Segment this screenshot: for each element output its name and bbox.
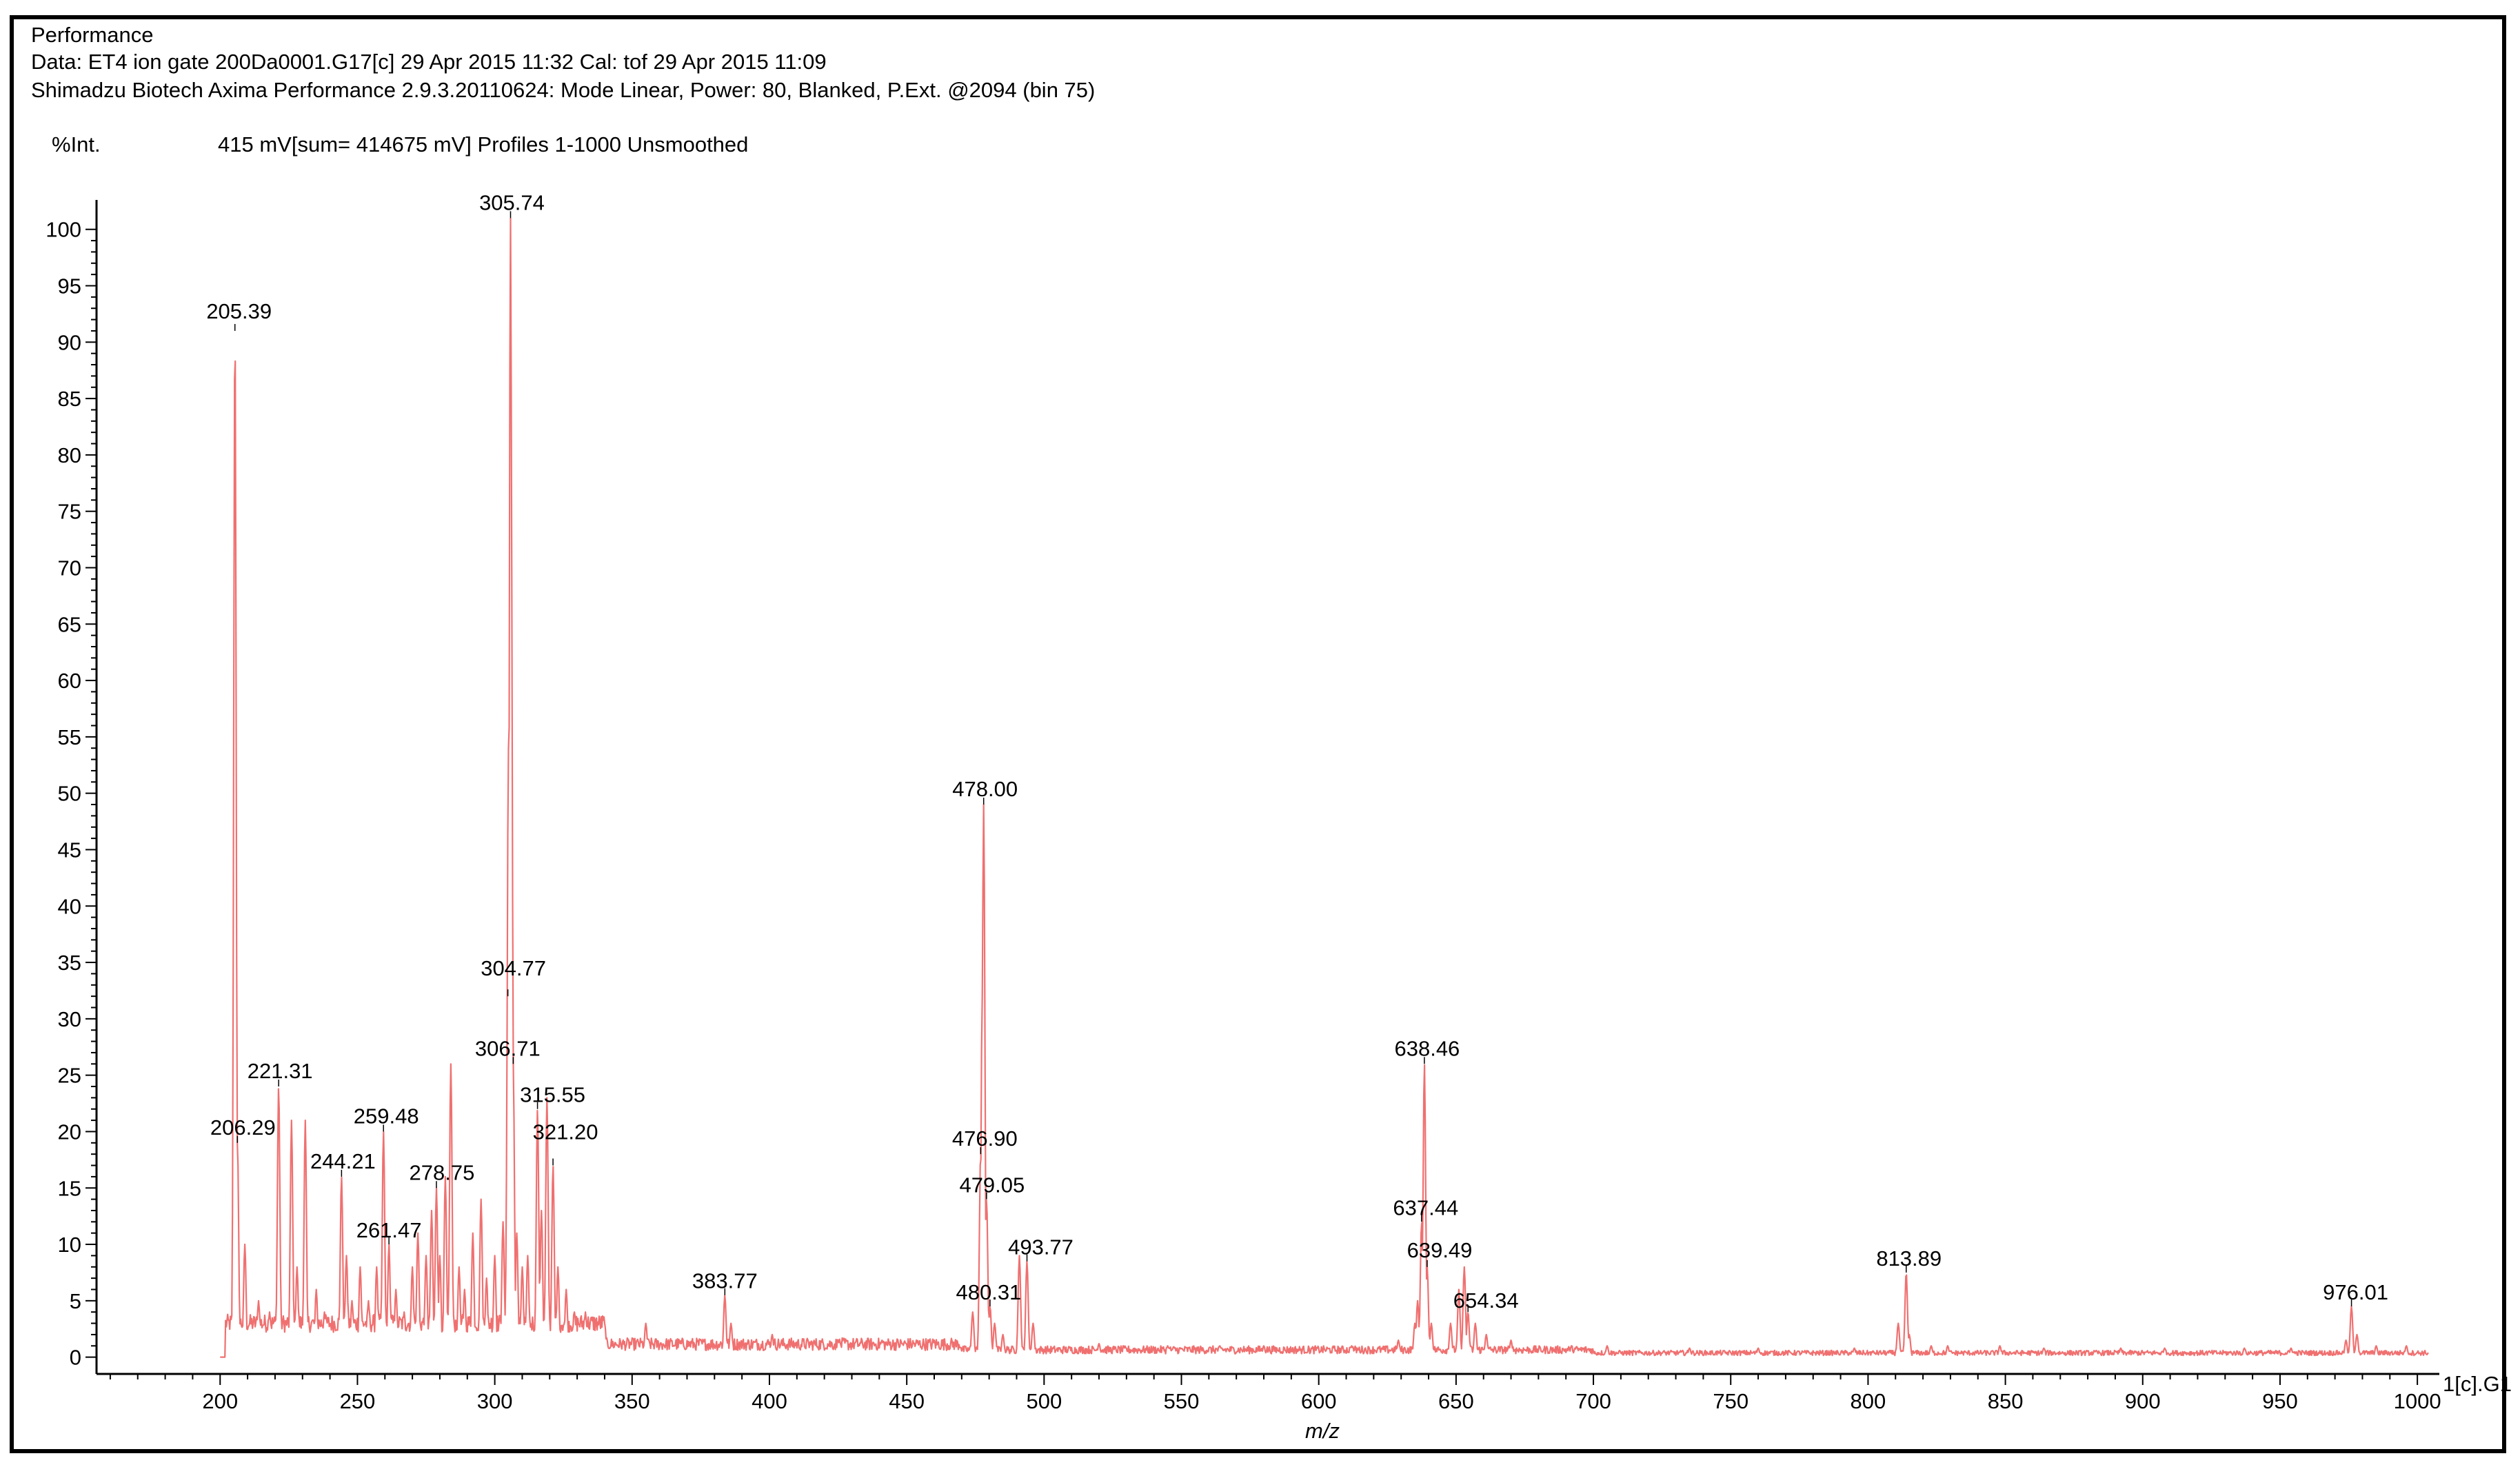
peak-label: 306.71 <box>475 1036 541 1060</box>
peak-label: 637.44 <box>1393 1195 1458 1220</box>
peak-label: 476.90 <box>952 1126 1018 1151</box>
y-tick-label: 95 <box>58 274 81 299</box>
y-tick-label: 45 <box>58 838 81 862</box>
x-tick-label: 700 <box>1575 1389 1611 1413</box>
peak-label: 315.55 <box>520 1083 585 1107</box>
peak-label: 478.00 <box>952 777 1018 801</box>
x-tick-label: 550 <box>1164 1389 1200 1413</box>
x-tick-label: 950 <box>2262 1389 2298 1413</box>
y-tick-label: 85 <box>58 387 81 411</box>
y-tick-label: 80 <box>58 443 81 467</box>
y-tick-label: 55 <box>58 725 81 749</box>
x-tick-label: 900 <box>2125 1389 2161 1413</box>
spectrum-trace-layer <box>220 217 2429 1358</box>
peak-label: 813.89 <box>1876 1246 1942 1271</box>
peak-label: 304.77 <box>481 956 546 980</box>
peak-label: 638.46 <box>1394 1036 1460 1060</box>
peak-label: 639.49 <box>1407 1238 1473 1262</box>
x-tick-label: 300 <box>477 1389 513 1413</box>
y-tick-label: 65 <box>58 612 81 636</box>
y-tick-label: 35 <box>58 951 81 975</box>
y-tick-label: 15 <box>58 1176 81 1200</box>
y-tick-label: 40 <box>58 894 81 918</box>
y-tick-label: 90 <box>58 330 81 354</box>
axes-layer: 0 5 10 15 20 25 30 35 40 45 50 55 60 65 70 75 80 85 90 95 10… <box>46 200 2441 1413</box>
y-axis-unit: %Int. <box>52 132 101 156</box>
peak-label: 244.21 <box>310 1149 376 1173</box>
peak-labels-layer: 205.39 206.29 221.31 244.21 259.48 261.47 278.… <box>206 190 2388 1313</box>
instrument-info-line: Shimadzu Biotech Axima Performance 2.9.3… <box>31 78 1096 102</box>
y-tick-label: 10 <box>58 1233 81 1257</box>
peak-label: 479.05 <box>959 1173 1025 1197</box>
trace-end-label: 1[c].G1 <box>2443 1372 2512 1396</box>
y-tick-label: 70 <box>58 556 81 580</box>
x-tick-label: 600 <box>1301 1389 1337 1413</box>
peak-label: 278.75 <box>410 1160 475 1184</box>
peak-label: 493.77 <box>1008 1235 1073 1259</box>
x-axis-label: m/z <box>1305 1419 1340 1443</box>
acquisition-summary: 415 mV[sum= 414675 mV] Profiles 1-1000 U… <box>218 132 749 156</box>
peak-label: 206.29 <box>210 1115 276 1140</box>
y-tick-label: 100 <box>46 218 81 242</box>
peak-label: 480.31 <box>956 1280 1021 1304</box>
peak-label: 261.47 <box>356 1218 422 1242</box>
x-tick-label: 250 <box>340 1389 376 1413</box>
x-tick-label: 400 <box>752 1389 787 1413</box>
peak-label: 205.39 <box>206 299 272 323</box>
peak-label: 976.01 <box>2323 1280 2388 1304</box>
peak-label: 321.20 <box>533 1120 598 1144</box>
x-tick-label: 800 <box>1851 1389 1886 1413</box>
peak-label: 221.31 <box>248 1059 313 1083</box>
y-tick-label: 25 <box>58 1064 81 1088</box>
peak-label: 305.74 <box>479 190 545 214</box>
peak-label: 259.48 <box>354 1104 419 1128</box>
y-tick-label: 75 <box>58 500 81 524</box>
peak-label: 654.34 <box>1453 1288 1519 1313</box>
x-tick-label: 850 <box>1988 1389 2024 1413</box>
report-title: Performance <box>31 23 154 47</box>
plot-frame <box>10 15 2506 1453</box>
x-tick-label: 500 <box>1026 1389 1062 1413</box>
y-tick-label: 20 <box>58 1120 81 1144</box>
x-tick-label: 750 <box>1713 1389 1748 1413</box>
spectrum-trace <box>220 217 2429 1358</box>
y-tick-label: 0 <box>70 1346 81 1370</box>
peak-label: 383.77 <box>692 1269 758 1293</box>
y-tick-label: 30 <box>58 1007 81 1031</box>
data-info-line: Data: ET4 ion gate 200Da0001.G17[c] 29 A… <box>31 50 827 74</box>
x-tick-label: 450 <box>889 1389 925 1413</box>
x-tick-label: 200 <box>202 1389 238 1413</box>
x-tick-label: 650 <box>1438 1389 1474 1413</box>
y-tick-label: 50 <box>58 782 81 806</box>
x-tick-label: 350 <box>614 1389 650 1413</box>
x-tick-label: 1000 <box>2394 1389 2441 1413</box>
y-tick-label: 60 <box>58 669 81 693</box>
y-tick-label: 5 <box>70 1289 81 1313</box>
